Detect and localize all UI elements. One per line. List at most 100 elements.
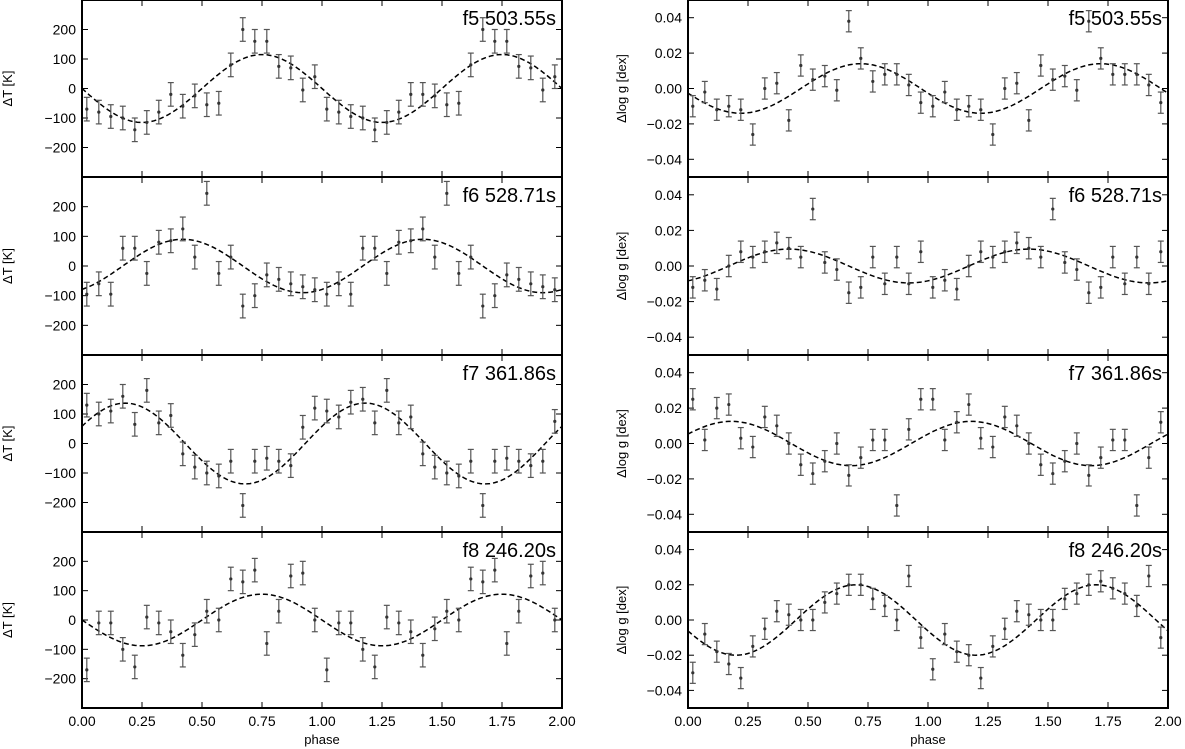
y-tick-label: −100 (44, 465, 76, 481)
panel-f6-temp: −200 −100 0 100 200 f6 528.71s ΔT [K] (0, 176, 563, 356)
data-point (539, 560, 546, 586)
y-tick-label: 0.04 (655, 10, 682, 26)
model-curve (687, 584, 1169, 656)
data-point (287, 55, 294, 81)
data-point (809, 197, 816, 221)
y-tick-label: 0.02 (655, 400, 682, 416)
data-point (929, 94, 936, 118)
data-point (857, 573, 864, 596)
data-point (203, 180, 210, 206)
data-point (1109, 577, 1116, 600)
data-point (1133, 494, 1140, 517)
data-point (539, 77, 546, 103)
data-point (455, 607, 462, 633)
data-point (299, 274, 306, 300)
data-point (383, 378, 390, 403)
data-point (1145, 564, 1152, 588)
x-tick-label: 0.25 (734, 713, 761, 729)
y-tick-label: −200 (44, 671, 76, 687)
y-tick-label: 200 (53, 377, 77, 393)
panel-title: f8 246.20s (1069, 540, 1162, 562)
data-point (1001, 617, 1008, 640)
data-point (227, 448, 234, 474)
data-point (203, 92, 210, 118)
data-point (797, 54, 804, 77)
data-point (725, 652, 732, 676)
data-point (443, 180, 450, 206)
data-point (119, 105, 126, 131)
data-point (809, 68, 816, 91)
y-axis-label: ΔT [K] (0, 248, 15, 284)
data-point (479, 293, 486, 319)
data-point (1073, 79, 1080, 102)
data-point (869, 428, 876, 452)
data-point (953, 640, 960, 663)
data-point (1085, 281, 1092, 304)
y-tick-label: 0.00 (655, 81, 682, 97)
data-point (131, 654, 138, 680)
data-point (347, 281, 354, 307)
data-point (551, 607, 558, 633)
data-point (107, 281, 114, 307)
data-point (287, 563, 294, 589)
data-point (167, 403, 174, 428)
data-point (299, 77, 306, 103)
data-point (917, 240, 924, 264)
y-tick-label: 100 (53, 51, 77, 67)
data-point (203, 460, 210, 486)
data-point (527, 563, 534, 589)
data-point (977, 240, 984, 264)
data-point (893, 494, 900, 517)
data-point (455, 463, 462, 489)
x-tick-label: 0.00 (674, 713, 701, 729)
data-point (347, 610, 354, 636)
y-tick-label: −0.04 (647, 151, 683, 167)
plot-frame (687, 531, 1169, 709)
data-point (515, 448, 522, 474)
panel-title: f5 503.55s (463, 8, 556, 30)
data-point (515, 598, 522, 624)
data-point (701, 268, 708, 292)
data-point (119, 636, 126, 662)
y-tick-label: −0.04 (647, 506, 683, 522)
data-point (503, 28, 510, 54)
data-point (1013, 231, 1020, 255)
data-point (95, 271, 102, 297)
data-point (713, 277, 720, 301)
data-point (299, 414, 306, 440)
y-tick-label: 0.02 (655, 45, 682, 61)
model-curve (81, 593, 563, 647)
y-tick-label: 0.00 (655, 612, 682, 628)
data-point (809, 608, 816, 632)
data-point (809, 462, 816, 485)
data-point (917, 91, 924, 114)
data-point (689, 94, 696, 118)
data-point (239, 569, 246, 595)
data-point (215, 90, 222, 116)
data-point (143, 260, 150, 286)
data-point (1145, 446, 1152, 469)
data-point (821, 591, 828, 614)
data-point (311, 607, 318, 633)
y-tick-label: −0.02 (647, 471, 683, 487)
y-tick-label: −0.02 (647, 294, 683, 310)
data-point (263, 445, 270, 471)
y-tick-label: 0 (68, 612, 76, 628)
data-point (989, 435, 996, 459)
data-point (83, 392, 90, 418)
data-point (737, 98, 744, 121)
y-tick-label: 0.00 (655, 258, 682, 274)
data-point (773, 414, 780, 438)
data-point (527, 271, 534, 297)
data-point (503, 631, 510, 656)
data-point (1157, 411, 1164, 434)
data-point (785, 109, 792, 132)
data-point (419, 642, 426, 668)
data-point (929, 658, 936, 681)
data-point (407, 81, 414, 107)
y-tick-label: 0.04 (655, 187, 682, 203)
data-point (965, 94, 972, 118)
data-point (1109, 245, 1116, 269)
data-point (383, 260, 390, 286)
data-point (359, 105, 366, 131)
